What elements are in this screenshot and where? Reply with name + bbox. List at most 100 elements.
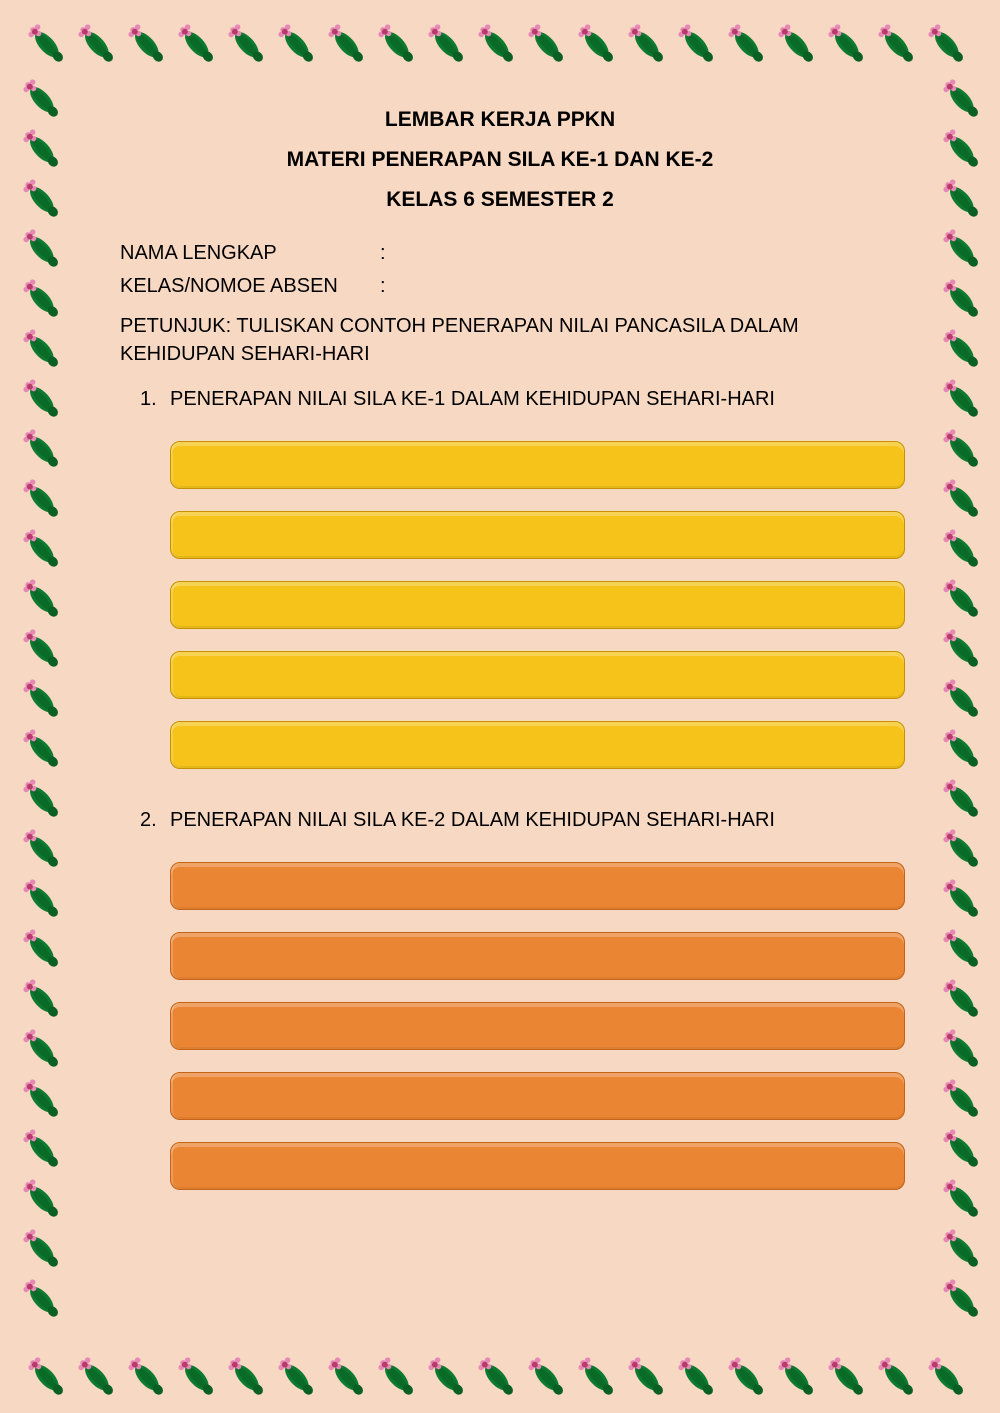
border-ornament-icon [670, 1348, 720, 1398]
questions-container: 1. PENERAPAN NILAI SILA KE-1 DALAM KEHID… [120, 388, 880, 1190]
border-ornament-icon [15, 770, 65, 820]
border-ornament-icon [870, 1348, 920, 1398]
border-ornament-icon [935, 320, 985, 370]
border-ornament-icon [420, 15, 470, 65]
border-ornament-icon [15, 1170, 65, 1220]
border-ornament-icon [770, 15, 820, 65]
border-ornament-icon [720, 1348, 770, 1398]
border-ornament-icon [935, 1020, 985, 1070]
border-ornament-icon [470, 15, 520, 65]
border-ornament-icon [15, 70, 65, 120]
border-ornament-icon [15, 120, 65, 170]
answer-input-box[interactable] [170, 1142, 905, 1190]
border-ornament-icon [15, 520, 65, 570]
border-ornament-icon [320, 1348, 370, 1398]
border-ornament-icon [935, 70, 985, 120]
border-ornament-icon [935, 620, 985, 670]
border-ornament-icon [935, 770, 985, 820]
answer-input-box[interactable] [170, 511, 905, 559]
answer-input-box[interactable] [170, 581, 905, 629]
question-heading: 2. PENERAPAN NILAI SILA KE-2 DALAM KEHID… [140, 809, 880, 832]
border-ornament-icon [920, 1348, 970, 1398]
border-ornament-icon [470, 1348, 520, 1398]
answer-input-box[interactable] [170, 1072, 905, 1120]
content-area: LEMBAR KERJA PPKN MATERI PENERAPAN SILA … [120, 100, 880, 1212]
border-ornament-icon [820, 15, 870, 65]
border-ornament-icon [570, 1348, 620, 1398]
border-ornament-icon [935, 920, 985, 970]
border-ornament-icon [935, 1170, 985, 1220]
border-ornament-icon [420, 1348, 470, 1398]
border-ornament-icon [70, 1348, 120, 1398]
answer-input-box[interactable] [170, 1002, 905, 1050]
border-ornament-icon [15, 220, 65, 270]
border-ornament-icon [935, 220, 985, 270]
colon: : [380, 275, 400, 298]
border-ornament-icon [520, 1348, 570, 1398]
border-ornament-icon [935, 1120, 985, 1170]
border-ornament-icon [935, 1270, 985, 1320]
border-ornament-icon [820, 1348, 870, 1398]
border-ornament-icon [120, 1348, 170, 1398]
title-line-3: KELAS 6 SEMESTER 2 [120, 180, 880, 220]
border-ornament-icon [720, 15, 770, 65]
answer-input-box[interactable] [170, 721, 905, 769]
border-ornament-icon [15, 920, 65, 970]
border-ornament-icon [770, 1348, 820, 1398]
border-ornament-icon [935, 1070, 985, 1120]
border-ornament-icon [120, 15, 170, 65]
border-ornament-icon [935, 970, 985, 1020]
answer-input-box[interactable] [170, 932, 905, 980]
instruction-text: PETUNJUK: TULISKAN CONTOH PENERAPAN NILA… [120, 312, 880, 368]
border-ornament-icon [935, 170, 985, 220]
border-ornament-icon [920, 15, 970, 65]
border-ornament-icon [870, 15, 920, 65]
border-ornament-icon [370, 15, 420, 65]
border-ornament-icon [270, 15, 320, 65]
border-ornament-icon [15, 320, 65, 370]
class-label: KELAS/NOMOE ABSEN [120, 275, 380, 298]
border-ornament-icon [935, 720, 985, 770]
border-ornament-icon [15, 1070, 65, 1120]
border-ornament-icon [935, 1220, 985, 1270]
border-ornament-icon [15, 720, 65, 770]
border-ornament-icon [935, 520, 985, 570]
question-text: PENERAPAN NILAI SILA KE-2 DALAM KEHIDUPA… [170, 809, 775, 832]
border-ornament-icon [935, 570, 985, 620]
border-ornament-icon [15, 570, 65, 620]
border-ornament-icon [70, 15, 120, 65]
answer-input-box[interactable] [170, 651, 905, 699]
border-ornament-icon [935, 870, 985, 920]
border-ornament-icon [620, 1348, 670, 1398]
border-ornament-icon [935, 670, 985, 720]
question-number: 2. [140, 809, 170, 832]
border-ornament-icon [935, 370, 985, 420]
border-ornament-icon [370, 1348, 420, 1398]
border-ornament-icon [935, 470, 985, 520]
border-ornament-icon [15, 670, 65, 720]
name-row: NAMA LENGKAP : [120, 242, 880, 265]
border-ornament-icon [20, 15, 70, 65]
border-ornament-icon [220, 1348, 270, 1398]
border-ornament-icon [15, 1020, 65, 1070]
border-ornament-icon [570, 15, 620, 65]
title-line-2: MATERI PENERAPAN SILA KE-1 DAN KE-2 [120, 140, 880, 180]
border-ornament-icon [220, 15, 270, 65]
border-ornament-icon [270, 1348, 320, 1398]
question-number: 1. [140, 388, 170, 411]
title-line-1: LEMBAR KERJA PPKN [120, 100, 880, 140]
worksheet-page: LEMBAR KERJA PPKN MATERI PENERAPAN SILA … [0, 0, 1000, 1413]
border-ornament-icon [320, 15, 370, 65]
border-ornament-icon [15, 470, 65, 520]
title-block: LEMBAR KERJA PPKN MATERI PENERAPAN SILA … [120, 100, 880, 220]
answer-input-box[interactable] [170, 862, 905, 910]
border-ornament-icon [15, 1120, 65, 1170]
border-ornament-icon [520, 15, 570, 65]
answer-input-box[interactable] [170, 441, 905, 489]
border-ornament-icon [935, 820, 985, 870]
class-row: KELAS/NOMOE ABSEN : [120, 275, 880, 298]
border-ornament-icon [620, 15, 670, 65]
name-label: NAMA LENGKAP [120, 242, 380, 265]
border-ornament-icon [20, 1348, 70, 1398]
border-ornament-icon [15, 820, 65, 870]
